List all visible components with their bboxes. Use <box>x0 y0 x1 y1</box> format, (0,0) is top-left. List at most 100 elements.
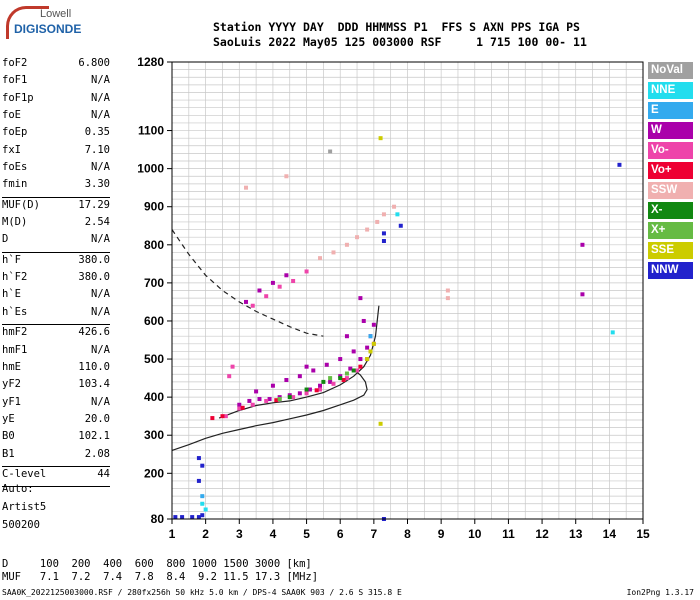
point-nnw <box>200 513 205 518</box>
param-divider <box>2 465 110 467</box>
param-value: 17.29 <box>78 198 110 211</box>
param-name: foF1 <box>2 74 28 87</box>
point-w <box>254 389 259 394</box>
point-vo- <box>318 387 323 392</box>
x-tick-label: 8 <box>404 527 411 541</box>
param-value: 2.54 <box>84 216 110 229</box>
point-vo- <box>291 278 296 283</box>
param-row: yE 20.0 <box>2 413 110 430</box>
y-tick-label: 600 <box>144 314 164 328</box>
point-w <box>284 377 289 382</box>
param-value: N/A <box>91 233 110 246</box>
point-x- <box>338 376 343 381</box>
point-e <box>368 334 373 339</box>
point-nne <box>203 507 208 512</box>
param-value: N/A <box>91 288 110 301</box>
point-nne <box>395 212 400 217</box>
y-tick-label: 1000 <box>137 162 164 176</box>
x-tick-label: 1 <box>169 527 176 541</box>
param-row: foE N/A <box>2 109 110 126</box>
param-name: h`Es <box>2 305 28 318</box>
legend-item-vo-: Vo- <box>648 142 693 159</box>
point-w <box>328 379 333 384</box>
point-ssw <box>355 235 360 240</box>
param-name: hmF1 <box>2 343 28 356</box>
param-name: yF2 <box>2 378 21 391</box>
point-w <box>270 280 275 285</box>
param-name: foF1p <box>2 91 34 104</box>
muf-distance-table: D 100 200 400 600 800 1000 1500 3000 [km… <box>2 558 318 584</box>
param-row: foF1 N/A <box>2 74 110 91</box>
point-x- <box>351 368 356 373</box>
param-value: 2.08 <box>84 447 110 460</box>
point-nnw <box>381 238 386 243</box>
point-ssw <box>445 288 450 293</box>
x-tick-label: 13 <box>569 527 583 541</box>
point-sse <box>371 341 376 346</box>
point-ssw <box>284 174 289 179</box>
point-noval <box>328 149 333 154</box>
param-row: foF2 6.800 <box>2 57 110 74</box>
point-vo- <box>277 284 282 289</box>
x-tick-label: 14 <box>603 527 617 541</box>
param-name: h`E <box>2 288 21 301</box>
station-header: Station YYYY DAY DDD HHMMSS P1 FFS S AXN… <box>213 20 587 50</box>
chart-tick-labels: 1 2 3 4 5 6 7 8 9 10 11 12 13 14 158020030040050060070… <box>137 55 650 541</box>
y-tick-label: 700 <box>144 276 164 290</box>
param-row: fmin 3.30 <box>2 178 110 195</box>
param-divider <box>2 196 110 198</box>
point-w <box>307 387 312 392</box>
point-ssw <box>244 185 249 190</box>
point-vo- <box>274 398 279 403</box>
point-vo- <box>331 381 336 386</box>
param-name: D <box>2 233 9 246</box>
point-vo- <box>230 364 235 369</box>
logo-swoosh-icon <box>6 6 49 39</box>
point-vo- <box>220 414 225 419</box>
point-w <box>580 292 585 297</box>
param-value: 6.800 <box>78 57 110 69</box>
param-name: foEp <box>2 126 28 139</box>
point-w <box>270 383 275 388</box>
param-row: yF1 N/A <box>2 396 110 413</box>
x-tick-label: 12 <box>535 527 549 541</box>
auto-code: 500200 <box>2 519 40 531</box>
point-w <box>580 242 585 247</box>
y-tick-label: 80 <box>151 512 165 526</box>
point-x- <box>287 395 292 400</box>
x-tick-label: 2 <box>202 527 209 541</box>
x-tick-label: 15 <box>636 527 650 541</box>
point-ssw <box>318 256 323 261</box>
point-sse <box>378 136 383 141</box>
legend-item-x-: X- <box>648 202 693 219</box>
point-x- <box>304 387 309 392</box>
y-tick-label: 200 <box>144 466 164 480</box>
point-ssw <box>381 212 386 217</box>
point-vo- <box>344 376 349 381</box>
param-row: h`F 380.0 <box>2 254 110 271</box>
param-name: yE <box>2 412 15 425</box>
param-row: hmF2 426.6 <box>2 326 110 343</box>
point-sse <box>365 357 370 362</box>
x-tick-label: 6 <box>337 527 344 541</box>
logo-text-digisonde: DIGISONDE <box>14 22 82 36</box>
param-value: 380.0 <box>78 253 110 266</box>
legend-item-nne: NNE <box>648 82 693 99</box>
param-divider <box>2 251 110 253</box>
x-tick-label: 11 <box>502 527 515 541</box>
legend-item-w: W <box>648 122 693 139</box>
point-vo- <box>210 416 215 421</box>
param-value: N/A <box>91 343 110 356</box>
point-w <box>371 322 376 327</box>
point-w <box>257 288 262 293</box>
point-nnw <box>190 515 195 520</box>
software-version: Ion2Png 1.3.17 <box>626 588 694 597</box>
point-x- <box>321 379 326 384</box>
param-value: N/A <box>91 395 110 408</box>
point-w <box>318 383 323 388</box>
x-tick-label: 4 <box>270 527 277 541</box>
param-value: 380.0 <box>78 271 110 284</box>
point-vo- <box>314 388 319 393</box>
point-ssw <box>375 219 380 224</box>
logo-text-lowell: Lowell <box>40 8 72 20</box>
